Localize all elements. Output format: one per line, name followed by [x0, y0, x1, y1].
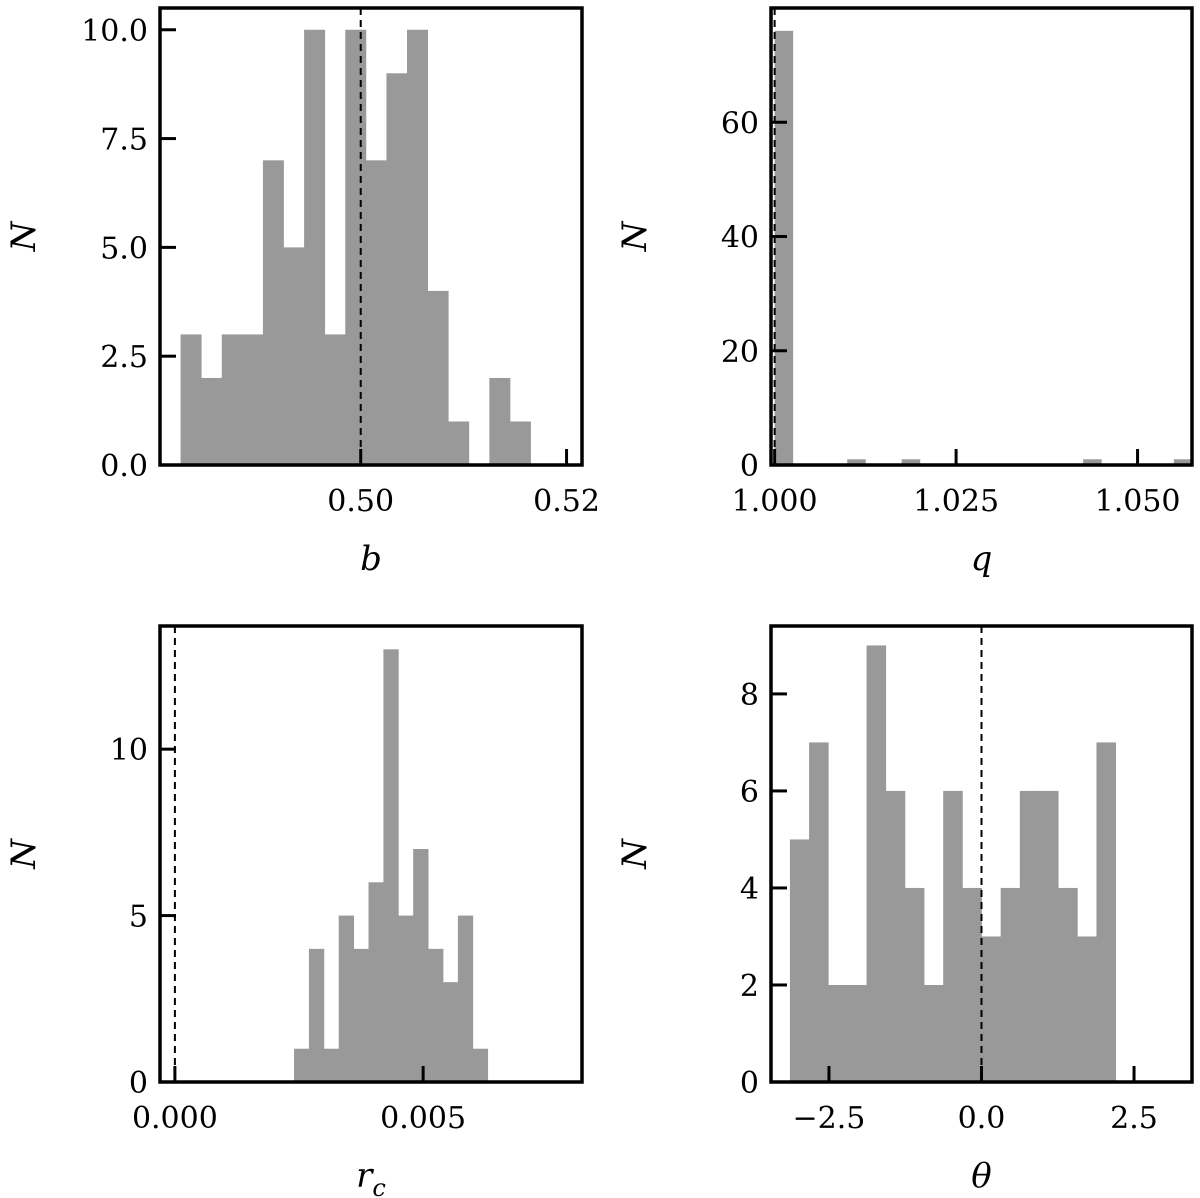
y-tick-label-theta-0: 0 — [740, 1066, 759, 1101]
x-tick-label-q-1: 1.025 — [913, 484, 999, 519]
bar-theta-14 — [1058, 887, 1078, 1082]
y-axis-label-rc: N — [4, 838, 44, 870]
y-tick-label-b-3: 7.5 — [100, 123, 148, 158]
bar-rc-9 — [428, 948, 444, 1082]
bar-rc-4 — [353, 948, 369, 1082]
bar-theta-1 — [809, 742, 829, 1082]
x-axis-label-rc: rc — [356, 1156, 386, 1198]
bar-rc-8 — [413, 849, 429, 1082]
bar-theta-6 — [904, 887, 925, 1082]
y-tick-label-b-2: 5.0 — [100, 231, 148, 266]
bar-b-5 — [283, 247, 305, 465]
bar-theta-13 — [1038, 790, 1059, 1082]
bar-b-11 — [407, 29, 429, 466]
bar-theta-4 — [866, 645, 887, 1082]
y-tick-label-b-0: 0.0 — [100, 449, 148, 484]
x-tick-label-rc-1: 0.005 — [380, 1101, 466, 1136]
bar-theta-11 — [1000, 887, 1021, 1082]
plot-frame-b — [158, 6, 584, 467]
bar-theta-10 — [981, 936, 1002, 1082]
bar-rc-11 — [457, 915, 474, 1082]
bar-q-0 — [774, 30, 794, 465]
bar-b-13 — [448, 421, 470, 465]
y-tick-label-b-4: 10.0 — [81, 14, 148, 49]
bar-b-12 — [427, 290, 449, 465]
bar-b-3 — [242, 334, 264, 465]
bar-rc-7 — [398, 915, 414, 1082]
x-tick-label-theta-2: 2.5 — [1110, 1101, 1158, 1136]
y-tick-label-theta-2: 4 — [740, 872, 759, 907]
bar-b-7 — [324, 334, 346, 465]
bar-rc-12 — [472, 1048, 489, 1082]
x-axis-label-q: q — [971, 539, 993, 579]
y-tick-label-q-2: 40 — [721, 221, 759, 256]
bar-rc-6 — [383, 649, 399, 1082]
panel-q: 1.000 1.025 1.050 0 20 40 60 q N — [615, 6, 1194, 579]
bar-b-2 — [221, 334, 243, 465]
bar-theta-5 — [885, 790, 906, 1082]
y-tick-label-theta-3: 6 — [740, 775, 759, 810]
x-tick-label-b-1: 0.52 — [533, 484, 600, 519]
y-tick-label-q-0: 0 — [740, 449, 759, 484]
bar-theta-12 — [1019, 790, 1040, 1082]
bar-rc-2 — [323, 1048, 340, 1082]
x-tick-label-q-2: 1.050 — [1095, 484, 1181, 519]
bar-rc-0 — [294, 1048, 310, 1082]
y-tick-label-q-1: 20 — [721, 335, 759, 370]
bar-theta-15 — [1077, 936, 1097, 1082]
x-tick-label-q-0: 1.000 — [732, 484, 818, 519]
bar-b-0 — [180, 334, 202, 465]
bar-b-10 — [386, 73, 408, 466]
bar-b-15 — [489, 377, 511, 465]
x-tick-label-theta-1: 0.0 — [958, 1101, 1006, 1136]
bar-q-22 — [1173, 459, 1193, 465]
x-tick-label-rc-0: 0.000 — [132, 1101, 218, 1136]
bar-rc-1 — [308, 948, 325, 1082]
y-tick-label-b-1: 2.5 — [100, 340, 148, 375]
x-tick-label-b-0: 0.50 — [327, 484, 394, 519]
bar-theta-9 — [962, 887, 982, 1082]
panel-rc: 0.000 0.005 0 5 10 rc N — [4, 624, 584, 1198]
y-axis-label-q: N — [615, 220, 655, 252]
x-tick-label-theta-0: −2.5 — [793, 1101, 866, 1136]
y-axis-label-b: N — [4, 220, 44, 252]
y-tick-label-rc-2: 10 — [110, 733, 148, 768]
bar-b-8 — [345, 29, 367, 466]
panel-b: 0.50 0.52 0.0 2.5 5.0 7.5 10.0 b N — [4, 6, 600, 579]
panel-theta: −2.5 0.0 2.5 0 2 4 6 8 θ N — [615, 624, 1194, 1196]
bar-theta-2 — [828, 984, 848, 1082]
y-tick-label-rc-0: 0 — [129, 1066, 148, 1101]
bar-b-1 — [201, 377, 223, 465]
bar-rc-5 — [368, 882, 384, 1082]
bar-theta-0 — [789, 839, 810, 1082]
bar-theta-16 — [1096, 742, 1117, 1082]
bar-b-4 — [262, 160, 284, 466]
bar-theta-8 — [943, 790, 963, 1082]
plot-frame-rc — [158, 624, 584, 1084]
x-axis-label-theta: θ — [971, 1156, 991, 1196]
bar-b-9 — [365, 160, 387, 466]
bar-theta-3 — [847, 984, 867, 1082]
plot-frame-q — [769, 6, 1194, 467]
x-axis-label-b: b — [360, 539, 382, 579]
bar-theta-7 — [924, 984, 944, 1082]
bar-q-7 — [901, 459, 921, 465]
bar-rc-3 — [338, 915, 355, 1082]
y-tick-label-rc-1: 5 — [129, 900, 148, 935]
y-tick-label-theta-1: 2 — [740, 969, 759, 1004]
y-axis-label-theta: N — [615, 838, 655, 870]
bar-b-6 — [304, 29, 326, 466]
bar-b-16 — [509, 421, 531, 465]
y-tick-label-theta-4: 8 — [740, 678, 759, 713]
bar-q-4 — [847, 459, 866, 465]
bar-rc-10 — [442, 982, 459, 1082]
y-tick-label-q-3: 60 — [721, 106, 759, 141]
bar-q-17 — [1083, 459, 1102, 465]
